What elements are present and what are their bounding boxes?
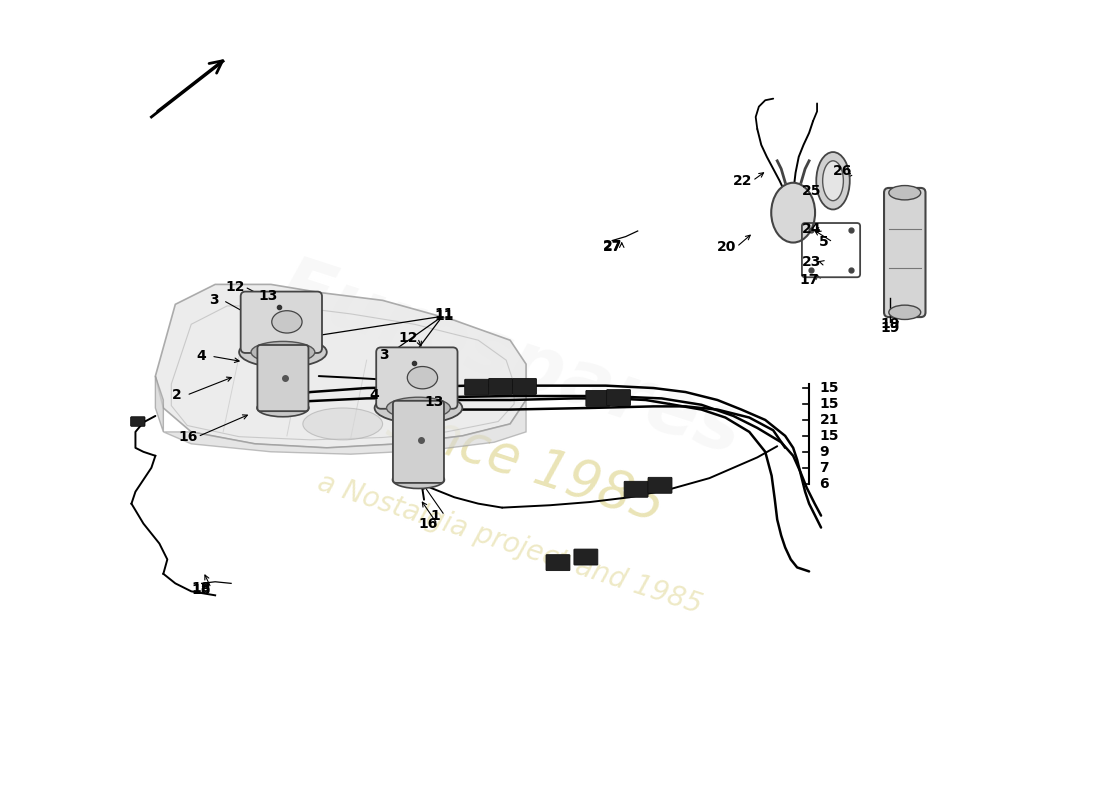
Text: 5: 5 (818, 235, 828, 249)
Polygon shape (155, 376, 163, 432)
Text: 16: 16 (178, 430, 198, 444)
Text: 11: 11 (434, 307, 453, 321)
FancyBboxPatch shape (884, 188, 925, 317)
Text: since 1985: since 1985 (382, 394, 671, 533)
Text: 17: 17 (800, 274, 818, 287)
Text: 27: 27 (603, 240, 622, 254)
FancyBboxPatch shape (586, 390, 609, 406)
Text: 12: 12 (226, 280, 245, 294)
Text: 3: 3 (209, 294, 219, 307)
Text: 15: 15 (820, 429, 839, 443)
Text: 4: 4 (370, 388, 379, 402)
Text: 9: 9 (820, 445, 829, 459)
Text: 27: 27 (603, 239, 622, 253)
Ellipse shape (889, 305, 921, 319)
Text: 11: 11 (434, 310, 453, 323)
Ellipse shape (239, 337, 327, 367)
Text: 23: 23 (802, 255, 822, 269)
Ellipse shape (407, 366, 438, 389)
Ellipse shape (302, 408, 383, 440)
Text: 15: 15 (820, 381, 839, 395)
Text: Eurospares: Eurospares (270, 250, 751, 470)
Ellipse shape (816, 152, 850, 210)
Ellipse shape (386, 398, 450, 418)
Text: a Nostalgia project and 1985: a Nostalgia project and 1985 (315, 468, 706, 619)
Ellipse shape (889, 186, 921, 200)
Ellipse shape (393, 471, 444, 489)
FancyBboxPatch shape (546, 554, 570, 570)
Text: 2: 2 (172, 388, 182, 402)
Ellipse shape (823, 161, 844, 201)
Text: 6: 6 (820, 477, 829, 490)
Text: 25: 25 (802, 184, 822, 198)
FancyBboxPatch shape (606, 390, 630, 406)
Text: 19: 19 (881, 322, 900, 335)
FancyBboxPatch shape (488, 378, 513, 394)
Text: 22: 22 (734, 174, 752, 188)
FancyBboxPatch shape (131, 417, 145, 426)
Ellipse shape (771, 182, 815, 242)
FancyBboxPatch shape (648, 478, 672, 494)
Text: 19: 19 (881, 318, 900, 331)
Text: 13: 13 (425, 394, 444, 409)
FancyBboxPatch shape (513, 378, 537, 394)
FancyBboxPatch shape (393, 401, 444, 483)
FancyBboxPatch shape (257, 345, 308, 411)
Text: 13: 13 (258, 290, 277, 303)
Ellipse shape (251, 342, 315, 363)
FancyBboxPatch shape (624, 482, 648, 498)
Polygon shape (155, 285, 526, 448)
Text: 3: 3 (379, 348, 389, 362)
Text: 26: 26 (833, 164, 853, 178)
Ellipse shape (257, 399, 309, 417)
Text: 1: 1 (430, 509, 440, 522)
FancyBboxPatch shape (241, 291, 322, 353)
Text: 24: 24 (802, 222, 822, 235)
Ellipse shape (272, 310, 302, 333)
FancyBboxPatch shape (464, 379, 488, 395)
Text: 16: 16 (418, 518, 438, 531)
Text: 20: 20 (717, 240, 737, 254)
FancyBboxPatch shape (574, 549, 597, 565)
Text: 15: 15 (820, 397, 839, 411)
Text: 18: 18 (191, 582, 211, 597)
Text: 12: 12 (398, 331, 418, 345)
Ellipse shape (375, 393, 462, 423)
FancyBboxPatch shape (376, 347, 458, 409)
Text: 21: 21 (820, 413, 839, 427)
Polygon shape (163, 400, 526, 454)
Text: 4: 4 (197, 349, 207, 363)
Text: 18: 18 (191, 581, 211, 595)
Text: 7: 7 (820, 461, 829, 474)
